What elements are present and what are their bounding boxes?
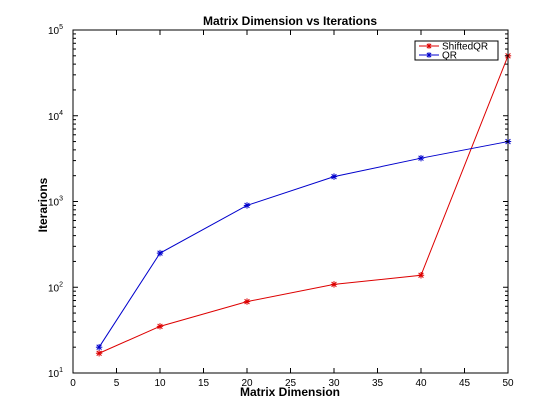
chart-title: Matrix Dimension vs Iterations bbox=[203, 14, 377, 28]
x-tick-label: 0 bbox=[70, 378, 76, 389]
x-tick-label: 45 bbox=[459, 378, 471, 389]
data-point bbox=[95, 343, 103, 351]
data-point bbox=[243, 298, 251, 305]
x-tick-label: 40 bbox=[415, 378, 427, 389]
series-line bbox=[98, 141, 509, 348]
data-point bbox=[330, 281, 338, 288]
y-tick-label: 103 bbox=[48, 196, 63, 209]
data-point bbox=[417, 272, 425, 279]
y-axis-label: Iterarions bbox=[36, 177, 50, 232]
data-point bbox=[156, 323, 164, 330]
legend-label: QR bbox=[442, 51, 457, 62]
x-tick-label: 25 bbox=[285, 378, 297, 389]
x-tick-label: 50 bbox=[502, 378, 514, 389]
legend-label: ShiftedQR bbox=[442, 42, 488, 53]
series-qr bbox=[95, 138, 512, 351]
legend-item: QR bbox=[419, 51, 457, 62]
data-point bbox=[417, 154, 425, 162]
y-axis-ticks: 101 102 103 104 105 bbox=[48, 24, 508, 380]
y-tick-label: 101 bbox=[48, 367, 63, 380]
x-axis-label: Matrix Dimension bbox=[240, 385, 340, 399]
data-point bbox=[243, 202, 251, 209]
y-tick-label: 105 bbox=[48, 24, 63, 37]
x-tick-label: 30 bbox=[328, 378, 340, 389]
x-tick-label: 10 bbox=[154, 378, 166, 389]
plot-background bbox=[73, 30, 508, 373]
y-tick-label: 104 bbox=[48, 110, 63, 123]
legend-item: ShiftedQR bbox=[419, 42, 488, 53]
y-tick-label: 102 bbox=[48, 281, 63, 294]
series-line bbox=[98, 55, 509, 354]
plot-area bbox=[73, 30, 508, 373]
data-point bbox=[156, 249, 164, 257]
data-point bbox=[330, 173, 338, 180]
data-point bbox=[95, 350, 103, 357]
x-tick-label: 15 bbox=[198, 378, 210, 389]
x-tick-label: 35 bbox=[372, 378, 384, 389]
x-tick-label: 20 bbox=[241, 378, 253, 389]
x-axis-ticks: 0 5 10 15 20 25 30 35 40 45 50 bbox=[70, 30, 514, 389]
x-tick-label: 5 bbox=[114, 378, 120, 389]
